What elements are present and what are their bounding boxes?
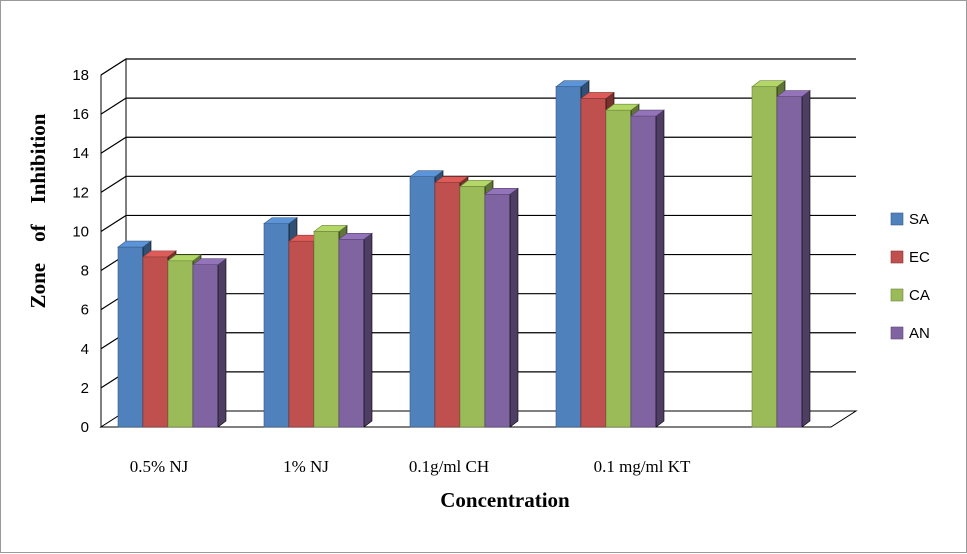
legend-item: CA	[890, 287, 930, 304]
bar	[630, 109, 665, 428]
gridline	[100, 58, 856, 76]
legend-swatch	[890, 326, 904, 340]
legend-item: AN	[890, 325, 930, 342]
y-axis-title: Zone of Inhibition	[26, 113, 50, 308]
y-tick-label: 14	[72, 145, 89, 162]
gridline	[100, 136, 856, 154]
y-tick-label: 2	[81, 380, 89, 397]
x-category-label: 1% NJ	[283, 457, 329, 476]
bar	[338, 232, 373, 428]
y-tick-label: 16	[72, 106, 89, 123]
y-tick-label: 8	[81, 263, 89, 280]
x-axis-title: Concentration	[440, 488, 570, 512]
y-tick-label: 4	[81, 341, 89, 358]
legend-swatch	[890, 212, 904, 226]
legend-item: SA	[890, 211, 929, 228]
bar	[776, 89, 811, 428]
legend-label: CA	[909, 287, 930, 304]
x-category-label: 0.1g/ml CH	[409, 457, 489, 476]
x-category-label: 0.1 mg/ml KT	[594, 457, 691, 476]
y-tick-label: 6	[81, 302, 89, 319]
y-tick-label: 10	[72, 223, 89, 240]
x-axis-categories: 0.5% NJ 1% NJ 0.1g/ml CH 0.1 mg/ml KT	[130, 457, 691, 476]
gridline	[100, 97, 856, 115]
legend-swatch	[890, 288, 904, 302]
legend: SA EC CA AN	[890, 211, 930, 342]
bar	[192, 258, 227, 428]
legend-label: AN	[909, 325, 930, 342]
legend-swatch	[890, 250, 904, 264]
legend-label: SA	[909, 211, 929, 228]
bar	[484, 187, 519, 428]
legend-item: EC	[890, 249, 930, 266]
x-category-label: 0.5% NJ	[130, 457, 189, 476]
y-tick-label: 0	[81, 419, 89, 436]
legend-label: EC	[909, 249, 930, 266]
y-tick-label: 18	[72, 67, 89, 84]
y-tick-label: 12	[72, 184, 89, 201]
y-axis-ticks: 0 2 4 6 8 10 12 14 16 18	[72, 67, 89, 436]
bars	[117, 80, 811, 428]
